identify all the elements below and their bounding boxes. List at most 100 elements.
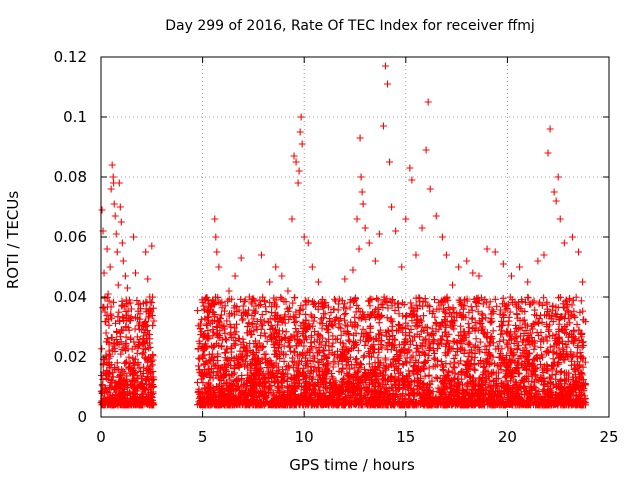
data-point <box>145 365 153 373</box>
data-point <box>123 380 131 388</box>
data-point <box>214 350 222 358</box>
data-point <box>142 393 150 401</box>
data-point <box>497 326 505 334</box>
data-point <box>451 358 459 366</box>
data-point <box>129 371 137 379</box>
data-point <box>98 397 106 405</box>
data-point <box>489 327 497 335</box>
data-point <box>133 349 141 357</box>
data-point <box>124 381 132 389</box>
data-point <box>116 370 124 378</box>
data-point <box>345 331 353 339</box>
data-point <box>202 321 210 329</box>
data-point <box>452 351 460 359</box>
data-point <box>425 371 433 379</box>
data-point <box>135 364 143 372</box>
data-point <box>479 300 487 308</box>
data-point <box>115 380 123 388</box>
data-point <box>100 356 108 364</box>
data-point <box>98 345 106 353</box>
data-point <box>118 366 126 374</box>
data-point <box>107 312 115 320</box>
data-point <box>481 342 489 350</box>
data-point <box>194 378 202 386</box>
data-point <box>450 363 458 371</box>
data-point <box>224 297 232 305</box>
data-point <box>262 308 270 316</box>
data-point <box>464 352 472 360</box>
data-point <box>149 399 157 407</box>
data-point <box>403 311 411 319</box>
data-point <box>134 374 142 382</box>
data-point <box>113 359 121 367</box>
data-point <box>112 336 120 344</box>
data-point <box>468 315 476 323</box>
data-point <box>235 335 243 343</box>
data-point <box>116 389 124 397</box>
data-point <box>143 373 151 381</box>
data-point <box>113 339 121 347</box>
data-point <box>223 317 231 325</box>
data-point <box>493 302 501 310</box>
data-point <box>104 375 112 383</box>
data-point <box>149 304 157 312</box>
data-point <box>133 378 141 386</box>
data-point <box>120 397 128 405</box>
data-point <box>144 330 152 338</box>
data-point <box>268 308 276 316</box>
data-point <box>144 354 152 362</box>
data-point <box>148 312 156 320</box>
data-point <box>133 390 141 398</box>
data-point <box>129 397 137 405</box>
data-point <box>131 355 139 363</box>
data-point <box>400 301 408 309</box>
data-point <box>118 346 126 354</box>
data-point <box>446 360 454 368</box>
data-point <box>217 311 225 319</box>
data-point <box>530 345 538 353</box>
data-point <box>102 351 110 359</box>
data-point <box>216 299 224 307</box>
data-point <box>425 338 433 346</box>
data-point <box>99 387 107 395</box>
data-point <box>127 335 135 343</box>
data-point <box>471 349 479 357</box>
data-point <box>520 316 528 324</box>
data-point <box>396 368 404 376</box>
data-point <box>513 310 521 318</box>
data-point <box>331 295 339 303</box>
data-point <box>518 298 526 306</box>
data-point <box>145 380 153 388</box>
data-point <box>407 325 415 333</box>
data-point <box>280 357 288 365</box>
data-point <box>112 384 120 392</box>
data-point <box>106 395 114 403</box>
data-point <box>117 350 125 358</box>
data-point <box>144 314 152 322</box>
data-point <box>149 322 157 330</box>
data-point <box>103 338 111 346</box>
data-point <box>555 294 563 302</box>
data-point <box>282 328 290 336</box>
data-point <box>513 346 521 354</box>
data-point <box>114 379 122 387</box>
data-point <box>135 341 143 349</box>
data-point <box>446 305 454 313</box>
data-point <box>134 307 142 315</box>
data-point <box>464 341 472 349</box>
data-point <box>346 303 354 311</box>
data-point <box>289 299 297 307</box>
data-point <box>307 339 315 347</box>
data-point <box>110 298 118 306</box>
data-point <box>126 316 134 324</box>
data-point <box>540 294 548 302</box>
data-point <box>122 307 130 315</box>
data-point <box>144 344 152 352</box>
data-point <box>124 345 132 353</box>
data-point <box>373 294 381 302</box>
data-point <box>115 340 123 348</box>
data-point <box>114 313 122 321</box>
data-point <box>134 384 142 392</box>
data-point <box>126 299 134 307</box>
data-point <box>354 347 362 355</box>
